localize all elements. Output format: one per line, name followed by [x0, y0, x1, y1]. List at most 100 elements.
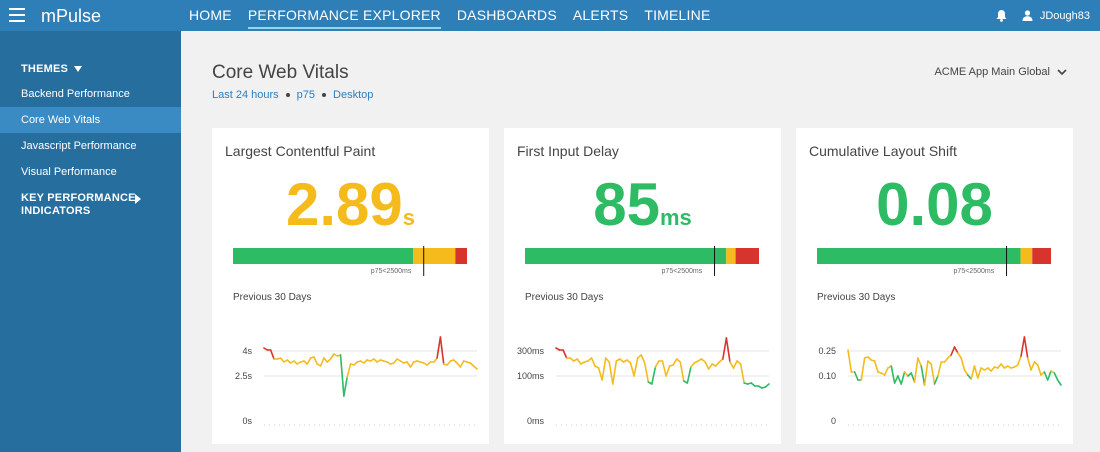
trend-segment — [860, 357, 866, 381]
sidebar-item-visual-performance[interactable]: Visual Performance — [21, 166, 117, 178]
trend-segment — [629, 362, 635, 377]
main-nav: HOME PERFORMANCE EXPLORER DASHBOARDS ALE… — [189, 0, 726, 31]
card-title: Largest Contentful Paint — [225, 143, 376, 159]
user-icon[interactable] — [1022, 10, 1033, 21]
filter-breadcrumb: Last 24 hours p75 Desktop — [212, 89, 373, 101]
trend-segment — [729, 361, 735, 369]
trend-segment — [1043, 371, 1049, 381]
previous-30-days-label: Previous 30 Days — [525, 292, 604, 303]
trend-segment — [597, 367, 603, 381]
distribution-bar — [817, 246, 1051, 276]
sidebar: THEMES Backend Performance Core Web Vita… — [0, 31, 181, 452]
card-title: Cumulative Layout Shift — [809, 143, 957, 159]
user-area: JDough83 — [995, 0, 1090, 31]
trend-segment — [1030, 361, 1036, 371]
trend-segment — [601, 357, 607, 381]
threshold-label: p75<2500ms — [661, 268, 703, 275]
trend-segment — [732, 360, 738, 369]
trend-segment — [714, 361, 721, 367]
trend-segment — [957, 352, 962, 359]
trend-segment — [323, 357, 329, 363]
metric-value: 0.08 — [796, 170, 1073, 240]
trend-segment — [576, 358, 582, 365]
trend-segment — [937, 361, 942, 377]
trend-segment — [269, 349, 275, 360]
trend-segment — [1023, 336, 1029, 359]
brand-logo[interactable]: mPulse — [41, 6, 102, 26]
trend-segment — [436, 336, 442, 359]
trend-sparkline: 0.25 0.10 0 — [818, 336, 1062, 426]
app-selector[interactable]: ACME App Main Global — [934, 66, 1067, 78]
username[interactable]: JDough83 — [1039, 9, 1090, 22]
nav-performance-explorer[interactable]: PERFORMANCE EXPLORER — [247, 0, 441, 31]
hamburger-menu-icon[interactable] — [9, 8, 25, 22]
trend-sparkline: 300ms 100ms 0ms — [517, 337, 770, 426]
trend-segment — [1026, 357, 1032, 371]
nav-dashboards[interactable]: DASHBOARDS — [456, 7, 557, 23]
trend-segment — [1036, 364, 1042, 376]
trend-segment — [853, 371, 859, 381]
chevron-down-icon — [74, 66, 83, 73]
metric-card-cls[interactable]: Cumulative Layout Shift 0.08 p75<2500ms … — [796, 128, 1073, 444]
trend-segment — [472, 365, 478, 370]
metric-card-lcp[interactable]: Largest Contentful Paint 2.89s p75<2500m… — [212, 128, 489, 444]
nav-timeline[interactable]: TIMELINE — [644, 7, 711, 23]
filter-time-range[interactable]: Last 24 hours — [212, 89, 279, 101]
y-tick-label: 0s — [242, 416, 252, 426]
nav-home[interactable]: HOME — [189, 7, 232, 23]
filter-percentile[interactable]: p75 — [296, 89, 316, 101]
trend-segment — [562, 349, 568, 359]
kpi-label-line2: INDICATORS — [21, 205, 91, 217]
metric-card-fid[interactable]: First Input Delay 85ms p75<2500ms Previo… — [504, 128, 781, 444]
trend-segment — [990, 366, 996, 372]
trend-segment — [612, 360, 618, 385]
trend-segment — [920, 365, 926, 386]
page-title: Core Web Vitals — [212, 62, 349, 83]
trend-segment — [343, 376, 349, 397]
themes-label: THEMES — [21, 63, 69, 75]
filter-device[interactable]: Desktop — [333, 89, 374, 101]
y-tick-label: 4s — [242, 346, 252, 356]
trend-segment — [960, 357, 966, 371]
trend-segment — [640, 354, 646, 364]
bell-icon[interactable] — [995, 9, 1008, 22]
trend-segment — [392, 358, 398, 364]
trend-segment — [923, 360, 929, 386]
metric-number: 2.89 — [285, 171, 403, 238]
trend-segment — [608, 361, 614, 385]
needs-improvement-segment — [1020, 248, 1033, 264]
metric-value: 2.89s — [212, 170, 489, 253]
trend-segment — [897, 375, 903, 385]
trend-segment — [654, 360, 660, 368]
trend-segment — [739, 363, 745, 384]
chevron-down-icon — [1057, 68, 1067, 75]
metric-number: 85 — [593, 171, 660, 238]
sidebar-item-backend-performance[interactable]: Backend Performance — [21, 88, 130, 100]
trend-segment — [847, 349, 853, 373]
sidebar-item-javascript-performance[interactable]: Javascript Performance — [21, 140, 137, 152]
trend-segment — [976, 367, 982, 379]
trend-segment — [707, 363, 713, 370]
sidebar-item-core-web-vitals[interactable]: Core Web Vitals — [0, 107, 181, 133]
metric-unit: s — [402, 205, 416, 230]
kpi-section-header[interactable]: KEY PERFORMANCE INDICATORS — [21, 192, 181, 218]
poor-segment — [735, 248, 759, 264]
trend-segment — [970, 365, 976, 380]
threshold-label: p75<2500ms — [953, 268, 995, 275]
trend-segment — [661, 360, 667, 377]
trend-segment — [1020, 336, 1026, 357]
trend-segment — [679, 361, 685, 382]
trend-segment — [406, 361, 412, 368]
trend-segment — [279, 357, 285, 363]
good-segment — [233, 248, 414, 264]
themes-section-header[interactable]: THEMES — [21, 63, 83, 75]
nav-alerts[interactable]: ALERTS — [572, 7, 629, 23]
trend-segment — [996, 363, 1002, 369]
trend-segment — [1000, 363, 1006, 369]
y-tick-label: 0.25 — [818, 346, 836, 356]
threshold-label: p75<2500ms — [370, 268, 412, 275]
trend-segment — [890, 365, 896, 384]
y-tick-label: 100ms — [517, 371, 545, 381]
y-tick-label: 2.5s — [235, 371, 253, 381]
previous-30-days-label: Previous 30 Days — [817, 292, 896, 303]
